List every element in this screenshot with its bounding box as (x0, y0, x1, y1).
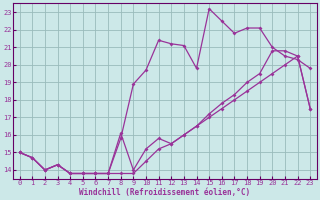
X-axis label: Windchill (Refroidissement éolien,°C): Windchill (Refroidissement éolien,°C) (79, 188, 251, 197)
